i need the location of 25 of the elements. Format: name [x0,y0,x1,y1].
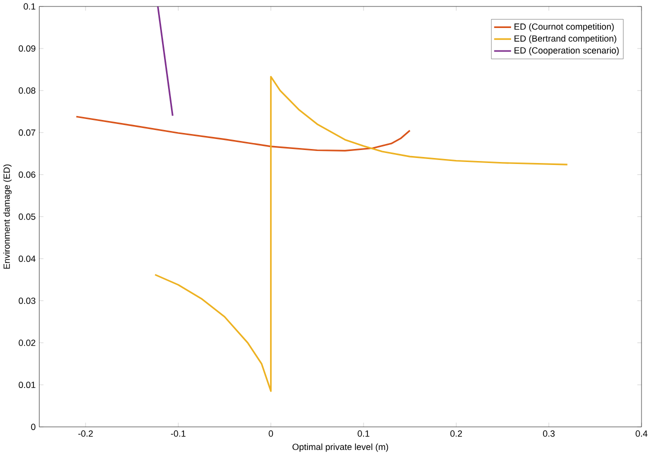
x-tick-label: 0.4 [636,430,648,437]
y-tick-label: 0 [31,424,36,430]
y-tick-label: 0.05 [18,213,36,220]
x-tick-label: 0.2 [450,430,462,437]
legend-label: ED (Cournot competition) [514,23,614,32]
x-axis-title: Optimal private level (m) [292,443,388,452]
y-tick-label: 0.06 [18,171,36,178]
x-tick-label: 0.1 [358,430,370,437]
x-tick-label: -0.2 [78,430,93,437]
x-tick-label: 0.3 [543,430,555,437]
y-tick-label: 0.03 [18,298,36,304]
legend-label: ED (Cooperation scenario) [514,46,619,56]
y-axis-title: Environment damage (ED) [3,164,12,269]
y-tick-label: 0.07 [18,129,36,136]
x-tick-label: 0 [268,430,274,437]
line-series [76,116,411,152]
y-tick-label: 0.02 [18,340,36,346]
y-tick-label: 0.1 [24,3,36,10]
y-tick-label: 0.04 [18,256,36,262]
line-series [154,76,568,392]
y-tick-label: 0.08 [18,87,36,94]
legend-label: ED (Bertrand competition) [514,35,616,44]
y-tick-label: 0.09 [18,45,36,52]
y-tick-label: 0.01 [18,382,36,388]
x-tick-label: -0.1 [170,430,186,437]
